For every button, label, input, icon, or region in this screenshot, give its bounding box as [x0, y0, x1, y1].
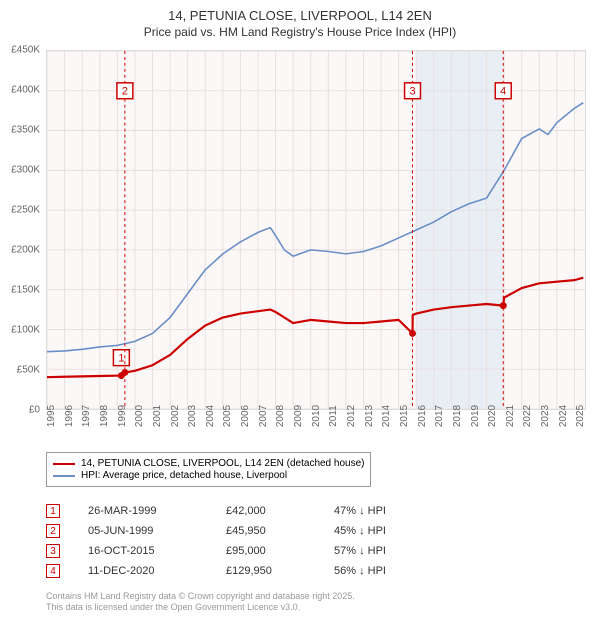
- x-tick-label: 2002: [170, 405, 181, 427]
- transaction-diff: 45% ↓ HPI: [334, 525, 424, 537]
- plot-area: 1 2 3 4: [46, 50, 586, 410]
- x-tick-label: 1999: [117, 405, 128, 427]
- x-tick-label: 2010: [311, 405, 322, 427]
- y-tick-label: £300K: [11, 165, 40, 176]
- y-tick-label: £0: [29, 405, 40, 416]
- x-tick-label: 2025: [575, 405, 586, 427]
- chart-container: 14, PETUNIA CLOSE, LIVERPOOL, L14 2EN Pr…: [0, 0, 600, 620]
- x-tick-label: 2013: [364, 405, 375, 427]
- transaction-price: £95,000: [226, 545, 306, 557]
- x-tick-label: 2006: [240, 405, 251, 427]
- svg-text:4: 4: [500, 86, 506, 98]
- x-tick-label: 1997: [81, 405, 92, 427]
- footer-attribution: Contains HM Land Registry data © Crown c…: [46, 591, 355, 614]
- x-tick-label: 2001: [152, 405, 163, 427]
- x-tick-label: 2004: [205, 405, 216, 427]
- transaction-date: 26-MAR-1999: [88, 505, 198, 517]
- transaction-price: £42,000: [226, 505, 306, 517]
- svg-text:3: 3: [409, 86, 415, 98]
- svg-text:2: 2: [122, 86, 128, 98]
- y-tick-label: £450K: [11, 45, 40, 56]
- x-tick-label: 2008: [275, 405, 286, 427]
- footer-line1: Contains HM Land Registry data © Crown c…: [46, 591, 355, 603]
- y-tick-label: £350K: [11, 125, 40, 136]
- legend: 14, PETUNIA CLOSE, LIVERPOOL, L14 2EN (d…: [46, 452, 371, 487]
- x-tick-label: 2012: [346, 405, 357, 427]
- x-tick-label: 2021: [505, 405, 516, 427]
- footer-line2: This data is licensed under the Open Gov…: [46, 602, 355, 614]
- transaction-price: £129,950: [226, 565, 306, 577]
- y-tick-label: £50K: [17, 365, 40, 376]
- x-tick-label: 2019: [470, 405, 481, 427]
- transaction-marker: 3: [46, 544, 60, 558]
- y-tick-label: £150K: [11, 285, 40, 296]
- x-tick-label: 2014: [381, 405, 392, 427]
- legend-swatch: [53, 463, 75, 465]
- y-tick-label: £100K: [11, 325, 40, 336]
- x-tick-label: 1998: [99, 405, 110, 427]
- transaction-date: 11-DEC-2020: [88, 565, 198, 577]
- transaction-price: £45,950: [226, 525, 306, 537]
- y-axis: £0£50K£100K£150K£200K£250K£300K£350K£400…: [0, 50, 44, 410]
- x-tick-label: 2015: [399, 405, 410, 427]
- transaction-date: 16-OCT-2015: [88, 545, 198, 557]
- legend-item: 14, PETUNIA CLOSE, LIVERPOOL, L14 2EN (d…: [53, 458, 364, 469]
- legend-item: HPI: Average price, detached house, Live…: [53, 470, 364, 481]
- x-tick-label: 2022: [522, 405, 533, 427]
- transaction-marker: 1: [46, 504, 60, 518]
- legend-swatch: [53, 475, 75, 477]
- transaction-row: 4 11-DEC-2020 £129,950 56% ↓ HPI: [46, 564, 424, 578]
- y-tick-label: £400K: [11, 85, 40, 96]
- x-tick-label: 2007: [258, 405, 269, 427]
- title-block: 14, PETUNIA CLOSE, LIVERPOOL, L14 2EN Pr…: [0, 0, 600, 39]
- transaction-diff: 47% ↓ HPI: [334, 505, 424, 517]
- y-tick-label: £250K: [11, 205, 40, 216]
- legend-label: HPI: Average price, detached house, Live…: [81, 470, 287, 481]
- x-tick-label: 1996: [64, 405, 75, 427]
- transaction-diff: 57% ↓ HPI: [334, 545, 424, 557]
- x-tick-label: 2018: [452, 405, 463, 427]
- x-axis: 1995199619971998199920002001200220032004…: [46, 412, 586, 452]
- transaction-row: 2 05-JUN-1999 £45,950 45% ↓ HPI: [46, 524, 424, 538]
- x-tick-label: 2020: [487, 405, 498, 427]
- chart-title-line2: Price paid vs. HM Land Registry's House …: [0, 25, 600, 39]
- x-tick-label: 2023: [540, 405, 551, 427]
- transaction-row: 1 26-MAR-1999 £42,000 47% ↓ HPI: [46, 504, 424, 518]
- x-tick-label: 2011: [328, 405, 339, 427]
- x-tick-label: 2000: [134, 405, 145, 427]
- x-tick-label: 2016: [417, 405, 428, 427]
- chart-title-line1: 14, PETUNIA CLOSE, LIVERPOOL, L14 2EN: [0, 8, 600, 23]
- x-tick-label: 1995: [46, 405, 57, 427]
- x-tick-label: 2017: [434, 405, 445, 427]
- x-tick-label: 2009: [293, 405, 304, 427]
- y-tick-label: £200K: [11, 245, 40, 256]
- svg-text:1: 1: [118, 353, 124, 365]
- x-tick-label: 2005: [222, 405, 233, 427]
- transaction-date: 05-JUN-1999: [88, 525, 198, 537]
- legend-label: 14, PETUNIA CLOSE, LIVERPOOL, L14 2EN (d…: [81, 458, 364, 469]
- transaction-row: 3 16-OCT-2015 £95,000 57% ↓ HPI: [46, 544, 424, 558]
- transaction-marker: 4: [46, 564, 60, 578]
- transaction-diff: 56% ↓ HPI: [334, 565, 424, 577]
- x-tick-label: 2024: [558, 405, 569, 427]
- x-tick-label: 2003: [187, 405, 198, 427]
- transaction-marker: 2: [46, 524, 60, 538]
- transaction-table: 1 26-MAR-1999 £42,000 47% ↓ HPI 2 05-JUN-1999…: [46, 498, 424, 584]
